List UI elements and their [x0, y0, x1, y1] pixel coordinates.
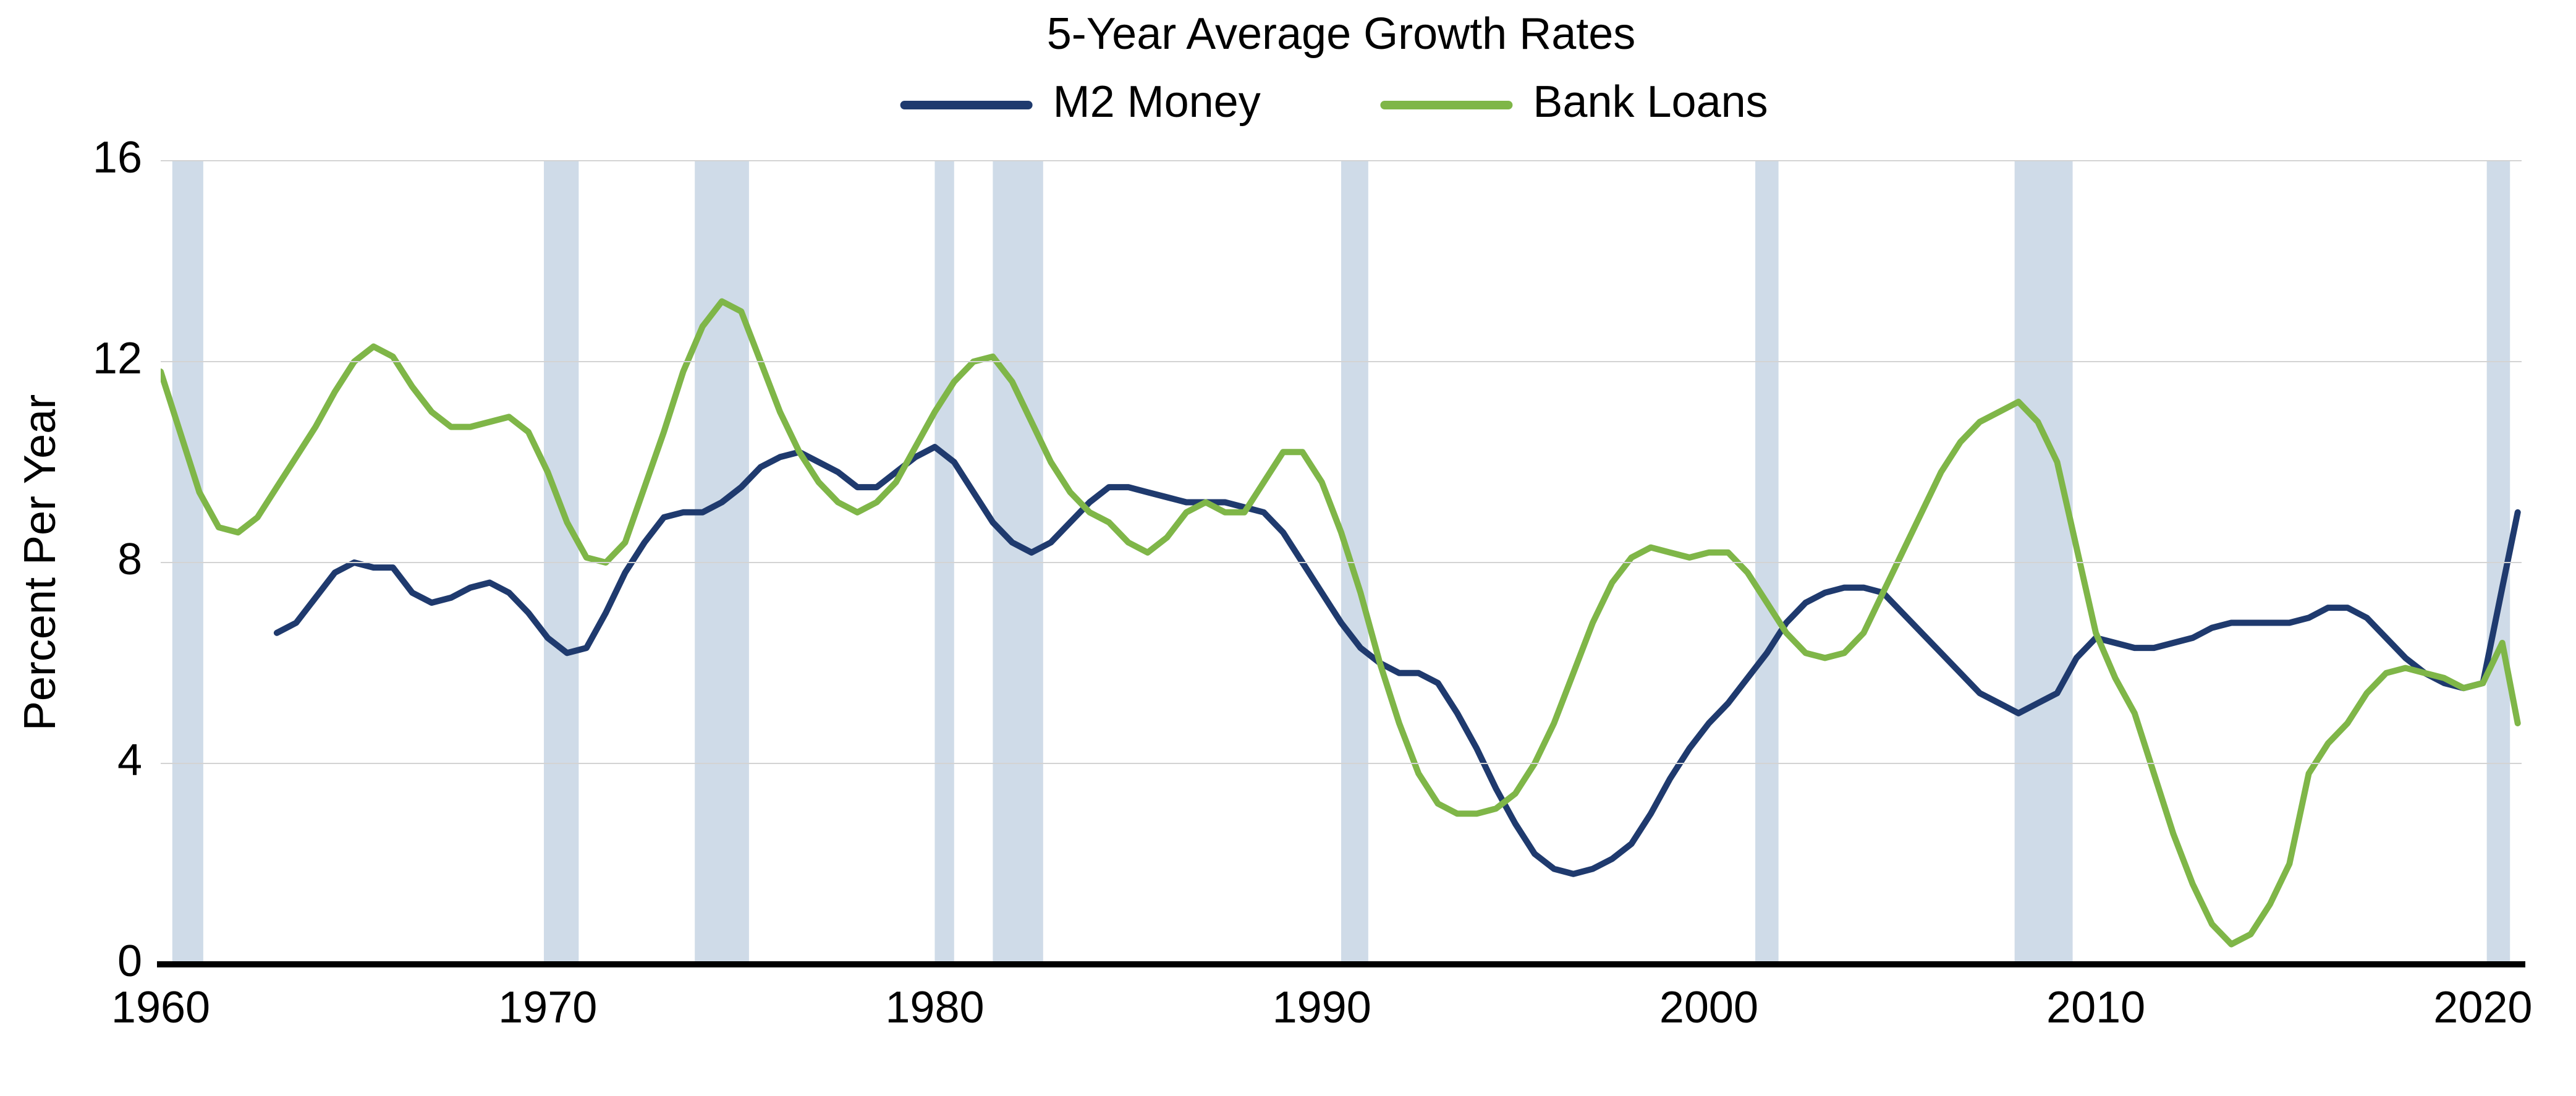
chart-svg: 1960 1970 1980 1990 2000 2010 2020 0 4 8 12 16 Perce…	[0, 0, 2576, 1096]
x-tick-label: 1980	[885, 983, 984, 1032]
y-tick-label: 4	[117, 736, 142, 785]
y-axis-label: Percent Per Year	[15, 394, 65, 731]
chart-title: 5-Year Average Growth Rates	[1047, 9, 1636, 59]
chart-background	[0, 0, 2576, 1096]
x-tick-label: 2010	[2046, 983, 2145, 1032]
x-tick-label: 1970	[498, 983, 597, 1032]
x-tick-label: 2000	[1659, 983, 1758, 1032]
y-tick-label: 16	[93, 133, 142, 182]
y-tick-label: 8	[117, 535, 142, 584]
y-tick-label: 0	[117, 937, 142, 986]
x-tick-label: 2020	[2433, 983, 2532, 1032]
growth-rates-chart: 1960 1970 1980 1990 2000 2010 2020 0 4 8 12 16 Perce…	[0, 0, 2576, 1096]
x-tick-label: 1990	[1273, 983, 1371, 1032]
y-tick-label: 12	[93, 334, 142, 383]
legend-label: M2 Money	[1053, 77, 1261, 127]
x-tick-label: 1960	[111, 983, 210, 1032]
legend-label: Bank Loans	[1533, 77, 1768, 127]
